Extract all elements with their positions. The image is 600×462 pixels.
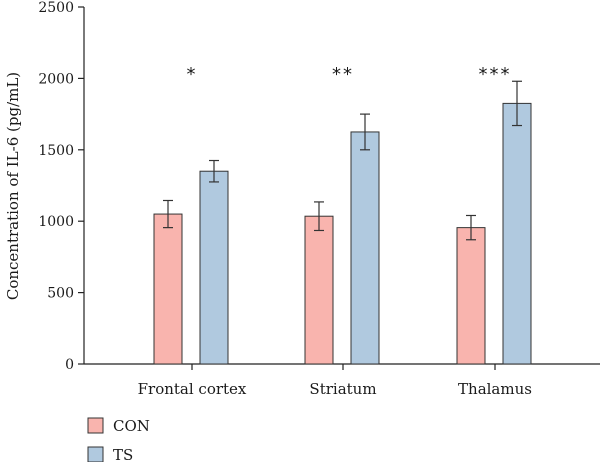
y-tick-label: 1000 — [38, 214, 74, 230]
bar-ts-1 — [350, 131, 380, 365]
bar-con-0 — [153, 213, 183, 365]
significance-marker: ** — [332, 64, 354, 85]
y-tick-label: 500 — [47, 286, 74, 302]
x-axis: Frontal cortex Striatum Thalamus — [84, 363, 600, 398]
bar-ts-2 — [502, 102, 532, 365]
legend-swatch-con — [87, 417, 104, 434]
error-bars — [163, 80, 522, 241]
y-axis: 0 500 1000 1500 2000 2500 — [38, 0, 85, 373]
legend-label-con: CON — [113, 417, 150, 435]
significance-annotations: * ** *** — [187, 64, 512, 85]
bar-ts-0 — [199, 170, 229, 365]
y-tick-label: 2500 — [38, 0, 74, 16]
legend: CON TS — [87, 417, 150, 462]
y-tick-label: 2000 — [38, 71, 74, 87]
significance-marker: * — [187, 64, 198, 85]
bar-con-1 — [304, 215, 334, 365]
legend-swatch-ts — [87, 446, 104, 462]
significance-marker: *** — [479, 64, 512, 85]
y-tick-label: 0 — [65, 357, 74, 373]
y-tick-label: 1500 — [38, 143, 74, 159]
y-axis-label: Concentration of IL-6 (pg/mL) — [4, 72, 22, 300]
x-tick-label: Striatum — [309, 380, 376, 398]
bar-con-2 — [456, 227, 486, 365]
x-tick-label: Thalamus — [458, 380, 532, 398]
bars — [153, 102, 532, 365]
legend-label-ts: TS — [113, 446, 133, 462]
x-tick-label: Frontal cortex — [138, 380, 247, 398]
